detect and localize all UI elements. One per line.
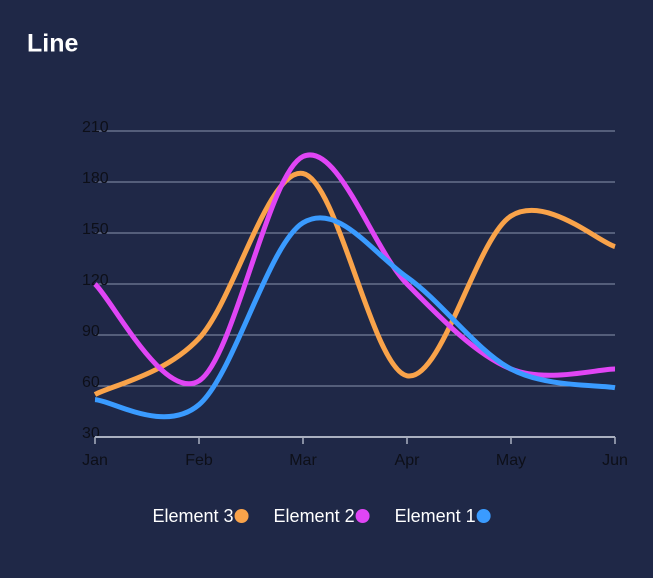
y-tick-label: 150 [82, 221, 109, 238]
line-series [94, 215, 616, 420]
legend-label: Element 2 [274, 506, 355, 526]
x-tick-label: May [496, 452, 526, 469]
y-tick-label: 120 [82, 272, 109, 289]
y-tick-label: 210 [82, 119, 109, 136]
y-tick-label: 60 [82, 374, 100, 391]
chart-title: Line [27, 30, 78, 58]
legend-marker [234, 509, 249, 523]
x-tick-label: Jan [82, 452, 108, 469]
y-tick-label: 30 [82, 425, 100, 442]
legend-label: Element 1 [395, 506, 476, 526]
x-tick-label: Mar [289, 452, 317, 469]
plot-area: 30 60 90 120 150 180 210 Jan Feb Mar Apr May Jun [82, 119, 628, 469]
y-tick-label: 90 [82, 323, 100, 340]
line-series [93, 170, 616, 397]
legend-marker [355, 509, 370, 523]
legend-marker [476, 509, 491, 523]
x-tick-label: Apr [395, 452, 421, 469]
x-tick-label: Feb [185, 452, 213, 469]
y-tick-label: 180 [82, 170, 109, 187]
x-tick-label: Jun [602, 452, 628, 469]
legend-label: Element 3 [153, 506, 234, 526]
